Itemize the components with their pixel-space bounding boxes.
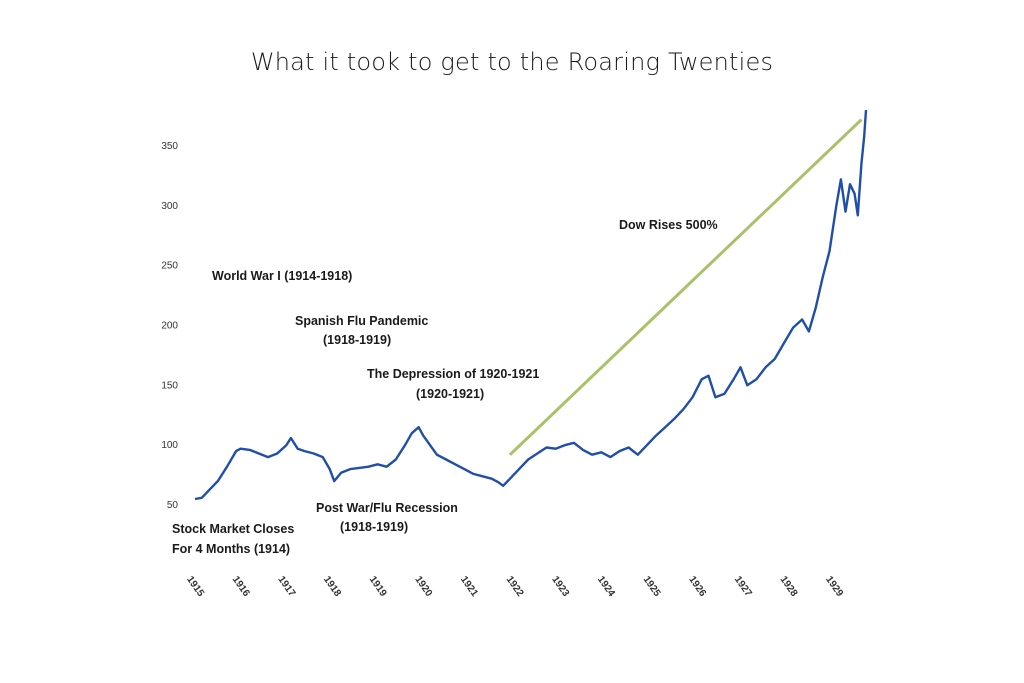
x-tick-label: 1915 xyxy=(184,574,206,599)
y-tick-label: 50 xyxy=(167,500,179,511)
trend-line xyxy=(508,118,863,456)
x-tick-label: 1924 xyxy=(595,574,617,599)
annotation-post-war: Post War/Flu Recession xyxy=(316,501,458,515)
annotation-dow-rises: Dow Rises 500% xyxy=(619,218,718,232)
y-tick-label: 250 xyxy=(161,261,178,272)
x-tick-label: 1929 xyxy=(823,574,845,599)
x-tick-label: 1917 xyxy=(275,574,297,599)
x-tick-label: 1916 xyxy=(230,574,252,599)
y-tick-label: 300 xyxy=(161,201,178,212)
x-tick-label: 1928 xyxy=(778,574,800,599)
x-tick-label: 1927 xyxy=(732,574,754,599)
x-tick-label: 1921 xyxy=(458,574,480,599)
x-axis-ticks: 1915 1916 1917 1918 1919 1920 1921 1922 1923 1924… xyxy=(184,574,845,599)
x-tick-label: 1920 xyxy=(412,574,434,599)
dow-series-line xyxy=(194,109,868,501)
y-tick-label: 100 xyxy=(161,440,178,451)
slide-title: What it took to get to the Roaring Twent… xyxy=(250,48,774,76)
x-tick-label: 1926 xyxy=(686,574,708,599)
annotation-spanish-flu: Spanish Flu Pandemic xyxy=(295,314,428,328)
annotation-market-closes-2: For 4 Months (1914) xyxy=(172,542,290,556)
y-tick-label: 150 xyxy=(161,380,178,391)
annotation-post-war-years: (1918-1919) xyxy=(340,520,408,534)
x-tick-label: 1923 xyxy=(549,574,571,599)
annotation-ww1: World War I (1914-1918) xyxy=(212,269,352,283)
annotation-market-closes: Stock Market Closes xyxy=(172,522,294,536)
y-tick-label: 350 xyxy=(161,141,178,152)
x-tick-label: 1925 xyxy=(641,574,663,599)
y-tick-label: 200 xyxy=(161,320,178,331)
x-tick-label: 1919 xyxy=(367,574,389,599)
annotation-depression: The Depression of 1920-1921 xyxy=(367,367,539,381)
y-axis-ticks: 50 100 150 200 250 300 350 xyxy=(161,141,178,511)
x-tick-label: 1918 xyxy=(321,574,343,599)
annotation-spanish-flu-years: (1918-1919) xyxy=(323,333,391,347)
x-tick-label: 1922 xyxy=(504,574,526,599)
annotation-depression-years: (1920-1921) xyxy=(416,387,484,401)
